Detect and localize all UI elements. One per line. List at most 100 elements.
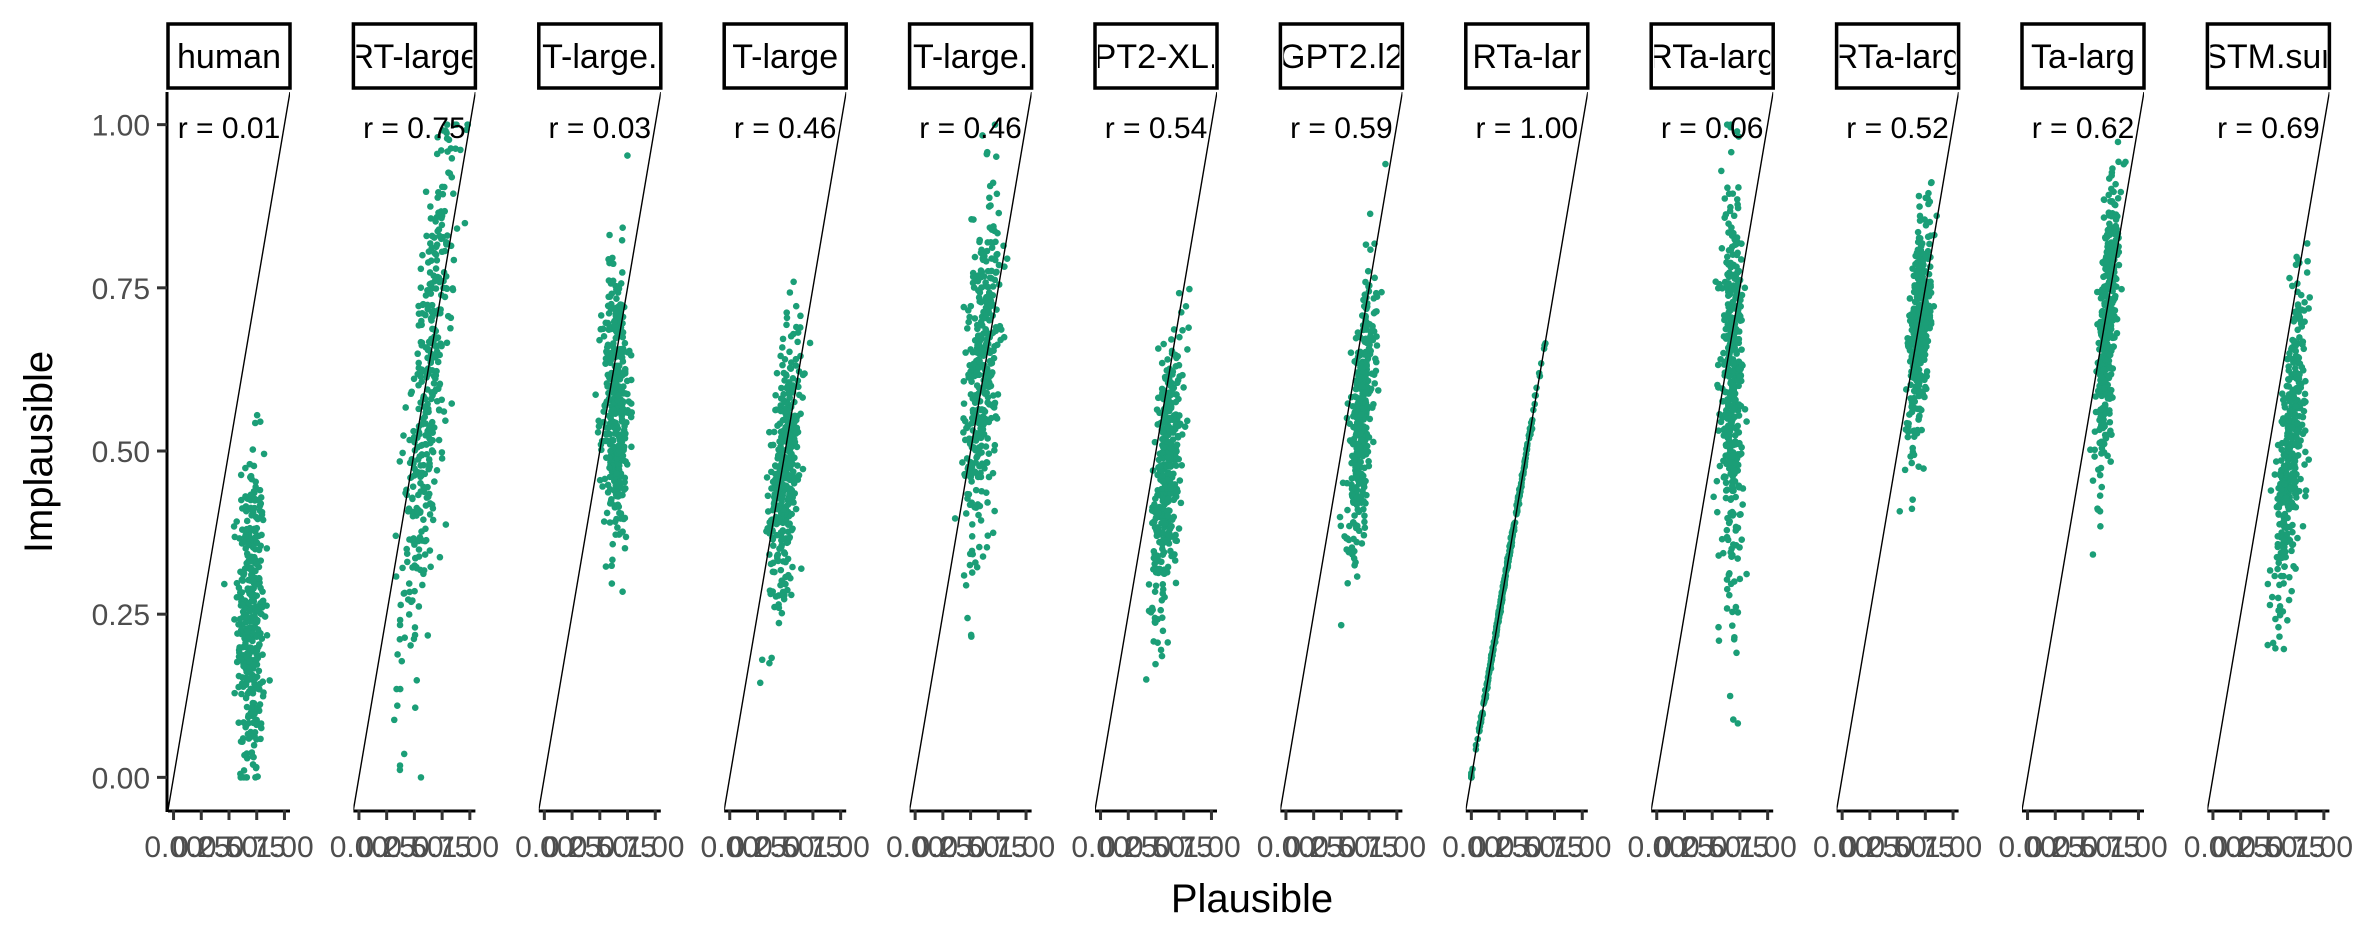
data-point bbox=[447, 324, 454, 332]
data-point bbox=[2094, 506, 2102, 513]
data-point bbox=[1374, 387, 1382, 394]
data-point bbox=[252, 763, 260, 771]
identity-line bbox=[2207, 92, 2330, 810]
data-point bbox=[416, 533, 424, 541]
data-point bbox=[429, 354, 437, 361]
data-point bbox=[253, 656, 260, 663]
data-point bbox=[607, 357, 615, 364]
data-point bbox=[254, 515, 262, 523]
x-tick-label: 0.50 bbox=[1868, 831, 1926, 864]
data-point bbox=[2294, 357, 2301, 365]
data-point bbox=[253, 633, 261, 640]
data-point bbox=[1358, 364, 1366, 372]
data-point bbox=[2107, 458, 2114, 465]
data-point bbox=[401, 634, 409, 642]
data-point bbox=[1734, 609, 1742, 616]
strip-box bbox=[1278, 22, 1405, 90]
data-point bbox=[782, 573, 789, 581]
x-tick-label: 0.00 bbox=[701, 831, 759, 864]
data-point bbox=[1371, 274, 1379, 282]
data-point bbox=[2107, 427, 2114, 435]
data-point bbox=[982, 257, 990, 265]
data-point bbox=[774, 451, 782, 459]
data-point bbox=[241, 533, 249, 541]
y-axis: 0.000.250.500.751.00 bbox=[92, 92, 169, 812]
data-point bbox=[1728, 622, 1736, 629]
data-point bbox=[244, 628, 251, 635]
data-point bbox=[396, 458, 404, 465]
data-point bbox=[2100, 196, 2108, 204]
data-point bbox=[438, 183, 446, 191]
data-point bbox=[792, 355, 800, 363]
data-point bbox=[2276, 581, 2283, 589]
x-tick-label: 0.00 bbox=[2184, 831, 2242, 864]
data-point bbox=[2288, 587, 2295, 595]
data-point bbox=[770, 428, 778, 436]
data-point bbox=[966, 550, 974, 558]
data-point bbox=[434, 194, 442, 201]
data-point bbox=[2100, 214, 2108, 221]
data-point bbox=[1727, 392, 1735, 400]
data-point bbox=[1366, 320, 1374, 328]
data-point bbox=[2097, 406, 2104, 413]
correlation-label: r = 0.62 bbox=[2032, 112, 2135, 145]
data-point bbox=[248, 507, 256, 514]
data-point bbox=[1738, 240, 1745, 247]
data-point bbox=[794, 338, 801, 346]
x-tick-label: 0.25 bbox=[172, 831, 230, 864]
data-point bbox=[1904, 433, 1912, 441]
data-point bbox=[417, 265, 425, 273]
data-point bbox=[982, 443, 990, 450]
data-point bbox=[1902, 426, 1910, 433]
data-point bbox=[618, 386, 625, 393]
data-point bbox=[249, 578, 257, 586]
data-point bbox=[962, 349, 969, 356]
data-point bbox=[2286, 398, 2294, 405]
data-point bbox=[1156, 462, 1164, 470]
data-point bbox=[769, 441, 777, 449]
x-tick-label: 1.00 bbox=[1553, 831, 1611, 864]
data-point bbox=[1362, 477, 1369, 485]
data-point bbox=[2294, 419, 2301, 427]
data-point bbox=[2274, 495, 2281, 503]
data-point bbox=[1723, 281, 1730, 288]
data-point bbox=[420, 516, 427, 523]
data-point bbox=[1156, 409, 1163, 417]
x-tick-label: 0.00 bbox=[1442, 831, 1500, 864]
correlation-label: r = 0.59 bbox=[1290, 112, 1393, 145]
data-point bbox=[783, 384, 790, 392]
data-point bbox=[1718, 167, 1725, 175]
data-point bbox=[1915, 302, 1923, 310]
data-point bbox=[2301, 298, 2308, 306]
data-point bbox=[2284, 412, 2291, 420]
data-point bbox=[413, 677, 421, 684]
data-point bbox=[983, 544, 991, 551]
data-point bbox=[1159, 478, 1167, 485]
data-point bbox=[1732, 272, 1740, 279]
data-point bbox=[1369, 326, 1376, 333]
x-tick-label: 1.00 bbox=[1924, 831, 1982, 864]
data-point bbox=[627, 351, 635, 359]
data-point bbox=[409, 597, 416, 604]
x-tick-label: 0.25 bbox=[357, 831, 415, 864]
data-point bbox=[237, 568, 244, 576]
data-point bbox=[1170, 513, 1178, 521]
data-point bbox=[1727, 203, 1734, 211]
data-point bbox=[237, 496, 245, 504]
data-point bbox=[221, 580, 228, 588]
data-point bbox=[1173, 441, 1181, 449]
data-point bbox=[1736, 544, 1743, 551]
data-point bbox=[974, 287, 982, 294]
data-point bbox=[1165, 532, 1173, 539]
x-tick-label: 0.75 bbox=[1155, 831, 1213, 864]
data-point bbox=[786, 534, 793, 542]
data-point bbox=[2280, 480, 2288, 488]
data-point bbox=[239, 577, 247, 584]
data-point bbox=[625, 398, 633, 405]
data-point bbox=[1166, 470, 1174, 478]
data-point bbox=[441, 293, 449, 301]
data-point bbox=[775, 515, 783, 523]
data-point bbox=[970, 360, 977, 368]
data-point bbox=[1906, 295, 1914, 302]
